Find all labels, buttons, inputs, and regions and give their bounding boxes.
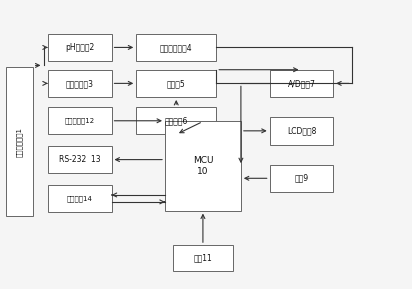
Text: 电导传感器3: 电导传感器3 [66, 79, 94, 88]
FancyBboxPatch shape [269, 117, 333, 144]
FancyBboxPatch shape [48, 107, 112, 134]
Text: 数据孛储14: 数据孛储14 [67, 195, 93, 202]
Text: LCD显示8: LCD显示8 [287, 126, 316, 135]
Text: 被测生化过程1: 被测生化过程1 [16, 127, 23, 157]
FancyBboxPatch shape [136, 70, 216, 97]
FancyBboxPatch shape [48, 185, 112, 212]
FancyBboxPatch shape [48, 70, 112, 97]
Text: 按儩9: 按儩9 [295, 174, 309, 183]
FancyBboxPatch shape [48, 146, 112, 173]
Text: 温度传感畡12: 温度传感畡12 [65, 117, 95, 124]
FancyBboxPatch shape [173, 245, 233, 271]
Text: pH传感器2: pH传感器2 [65, 43, 94, 52]
Text: MCU
10: MCU 10 [193, 156, 213, 176]
Text: 电源11: 电源11 [194, 254, 212, 263]
FancyBboxPatch shape [136, 107, 216, 134]
Text: 量程切捩6: 量程切捩6 [164, 116, 188, 125]
FancyBboxPatch shape [269, 165, 333, 192]
FancyBboxPatch shape [48, 34, 112, 61]
FancyBboxPatch shape [165, 121, 241, 211]
Text: 放大器、滤朄4: 放大器、滤朄4 [160, 43, 192, 52]
Text: RS-232  13: RS-232 13 [59, 155, 101, 164]
FancyBboxPatch shape [6, 67, 33, 216]
FancyBboxPatch shape [136, 34, 216, 61]
FancyBboxPatch shape [269, 70, 333, 97]
Text: A/D转扸7: A/D转扸7 [288, 79, 316, 88]
Text: 放大器5: 放大器5 [167, 79, 185, 88]
